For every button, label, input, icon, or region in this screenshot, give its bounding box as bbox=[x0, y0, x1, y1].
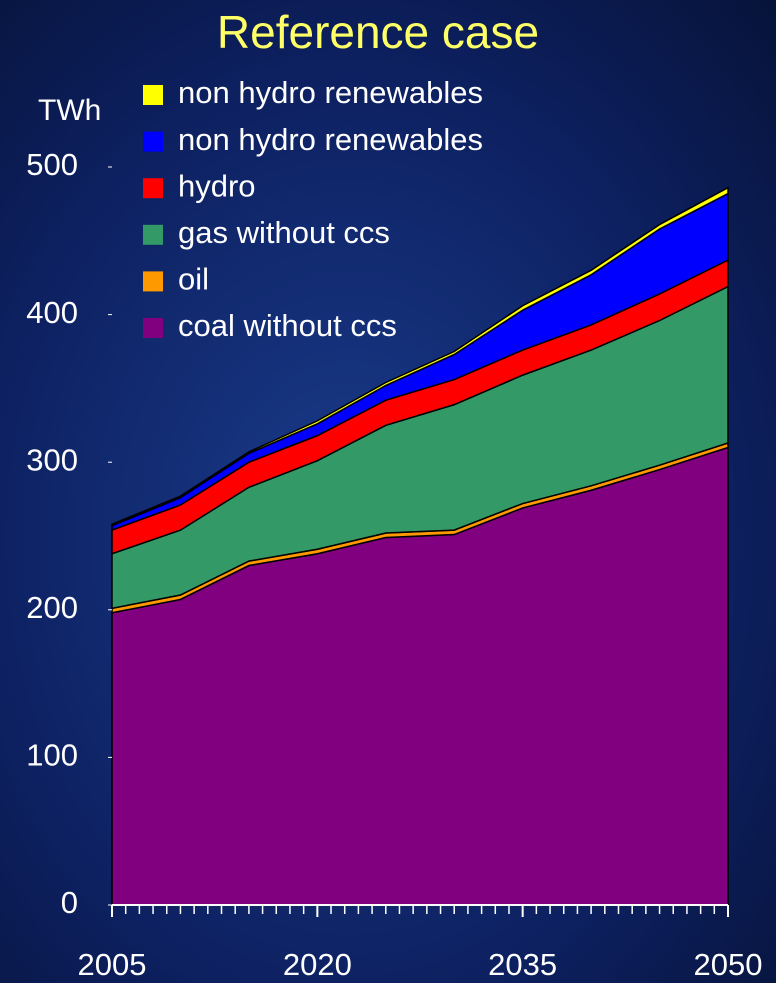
chart-title: Reference case bbox=[217, 6, 539, 58]
legend-swatch bbox=[143, 271, 163, 292]
y-tick-label: 500 bbox=[26, 147, 78, 182]
legend-swatch bbox=[143, 178, 163, 199]
x-tick-label: 2035 bbox=[488, 947, 557, 982]
legend-swatch bbox=[143, 318, 163, 338]
legend-swatch bbox=[143, 131, 163, 152]
legend-label: oil bbox=[178, 262, 209, 297]
y-tick-label: 0 bbox=[61, 885, 78, 920]
x-tick-label: 2005 bbox=[78, 947, 147, 982]
y-tick-label: 300 bbox=[26, 442, 78, 477]
legend-swatch bbox=[143, 85, 163, 105]
legend-label: hydro bbox=[178, 168, 256, 203]
x-tick-label: 2050 bbox=[694, 947, 763, 982]
y-axis-label: TWh bbox=[38, 94, 101, 127]
y-tick-label: 400 bbox=[26, 295, 78, 330]
x-tick-label: 2020 bbox=[283, 947, 352, 982]
area bbox=[111, 186, 729, 527]
legend-label: coal without ccs bbox=[178, 308, 397, 343]
legend-swatch bbox=[143, 224, 163, 245]
y-tick-label: 200 bbox=[26, 590, 78, 625]
y-tick-label: 100 bbox=[26, 738, 78, 773]
legend-label: non hydro renewables bbox=[178, 122, 483, 157]
legend-label: gas without ccs bbox=[178, 215, 390, 250]
legend-label: non hydro renewables bbox=[178, 75, 483, 110]
